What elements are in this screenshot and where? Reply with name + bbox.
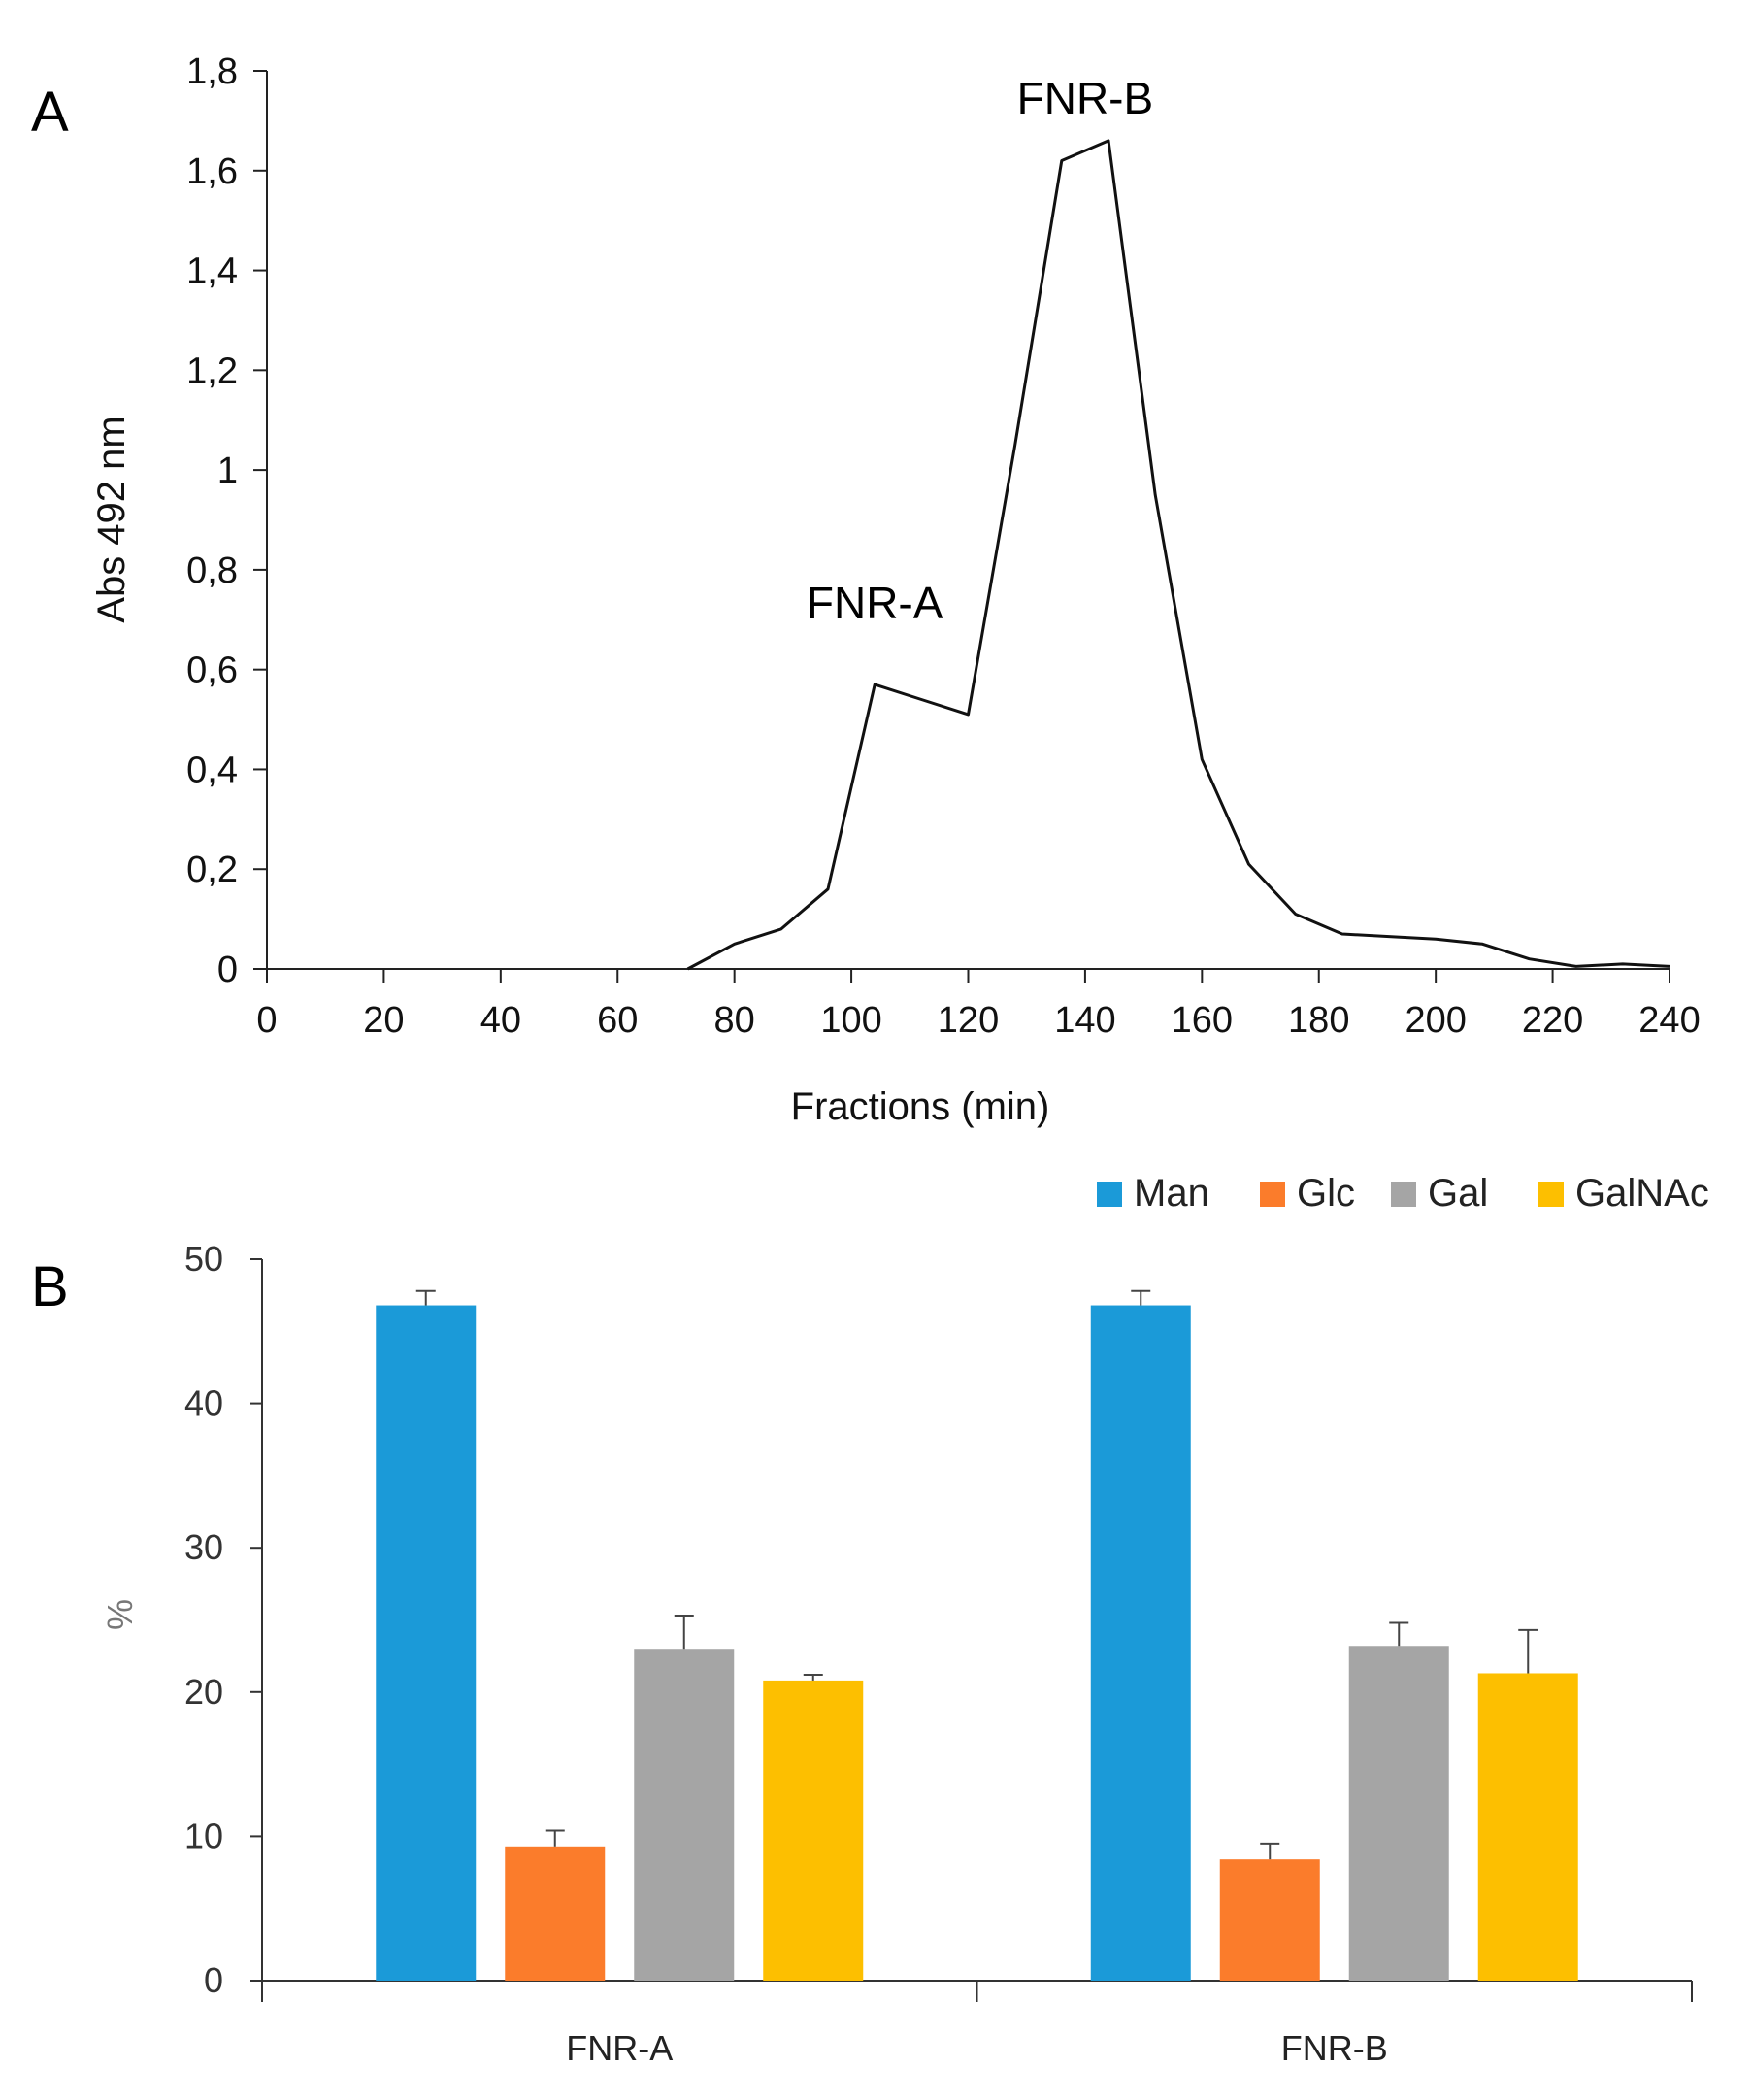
panel-a-x-axis-label: Fractions (min) [791,1085,1050,1128]
category-label-fnr-a: FNR-A [566,2028,673,2068]
panel-a-x-tick-label: 100 [820,1000,881,1041]
panel-a: A 0 0,2 0,4 0,6 0,8 1 1,2 1,4 1,6 1,8 0 20 40 60 80 10… [31,51,1701,1128]
panel-a-y-tick-label: 0,6 [186,650,238,691]
panel-a-x-tick-label: 160 [1172,1000,1233,1041]
panel-b-y-tick-label: 50 [184,1239,223,1279]
legend-swatch-galnac [1538,1182,1564,1207]
panel-a-x-tick-label: 200 [1405,1000,1466,1041]
panel-a-x-tick-label: 140 [1054,1000,1115,1041]
panel-a-y-tick-label: 1,6 [186,151,238,192]
panel-a-y-tick-label: 0,4 [186,750,238,790]
panel-a-y-tick-label: 1,2 [186,350,238,391]
panel-b-error-bars [415,1289,1538,1860]
panel-b-y-tick-label: 30 [184,1527,223,1567]
bar-galnac-fnr-b [1477,1673,1578,1981]
annotation-fnr-b: FNR-B [1017,73,1154,123]
panel-b-y-tick-label: 40 [184,1383,223,1423]
panel-b-y-axis-label: % [100,1599,140,1630]
panel-a-y-tick-label: 0,2 [186,850,238,890]
panel-a-x-tick-label: 0 [256,1000,277,1041]
panel-a-y-tick-label: 0 [217,950,238,990]
legend-swatch-man [1097,1182,1122,1207]
panel-a-x-tick-label: 120 [938,1000,999,1041]
panel-a-letter: A [31,81,69,144]
panel-a-y-tick-label: 0,8 [186,550,238,591]
panel-b-legend: Man Glc Gal GalNAc [1097,1172,1709,1215]
panel-b-y-tick-label: 0 [204,1960,223,2000]
panel-b-category-labels: FNR-A FNR-B [261,1981,1693,2068]
panel-a-y-axis-ticks: 0 0,2 0,4 0,6 0,8 1 1,2 1,4 1,6 1,8 [186,51,267,990]
panel-b-bars [376,1305,1578,1981]
panel-a-x-tick-label: 40 [480,1000,521,1041]
panel-b-y-tick-label: 20 [184,1672,223,1712]
panel-a-y-tick-label: 1 [217,450,238,491]
legend-swatch-glc [1260,1182,1285,1207]
panel-a-y-tick-label: 1,8 [186,51,238,92]
bar-glc-fnr-b [1219,1859,1320,1981]
panel-a-y-tick-label: 1,4 [186,251,238,292]
panel-a-x-tick-label: 60 [597,1000,638,1041]
panel-b: B 0 10 20 30 40 50 FNR-A FNR-B % Man Glc Gal GalN… [31,1172,1709,2068]
annotation-fnr-a: FNR-A [807,578,943,628]
panel-b-y-axis-ticks: 0 10 20 30 40 50 [184,1239,262,2000]
bar-gal-fnr-b [1348,1646,1449,1981]
legend-swatch-gal [1391,1182,1416,1207]
bar-glc-fnr-a [505,1846,606,1981]
panel-a-x-tick-label: 20 [363,1000,404,1041]
panel-a-x-axis-ticks: 0 20 40 60 80 100 120 140 160 180 200 220 240 [256,969,1701,1041]
legend-label-man: Man [1134,1172,1209,1215]
legend-label-galnac: GalNAc [1575,1172,1709,1215]
panel-a-x-tick-label: 180 [1288,1000,1349,1041]
panel-a-x-tick-label: 220 [1522,1000,1583,1041]
panel-a-y-axis-label: Abs 492 nm [90,416,133,622]
legend-label-glc: Glc [1297,1172,1355,1215]
bar-gal-fnr-a [634,1649,735,1981]
category-label-fnr-b: FNR-B [1281,2028,1388,2068]
bar-galnac-fnr-a [763,1680,864,1981]
panel-b-y-tick-label: 10 [184,1816,223,1855]
panel-b-letter: B [31,1255,69,1318]
legend-label-gal: Gal [1428,1172,1488,1215]
panel-a-x-tick-label: 240 [1638,1000,1700,1041]
panel-a-x-tick-label: 80 [714,1000,755,1041]
bar-man-fnr-b [1090,1305,1191,1981]
panel-a-series-line [686,139,1670,971]
bar-man-fnr-a [376,1305,477,1981]
